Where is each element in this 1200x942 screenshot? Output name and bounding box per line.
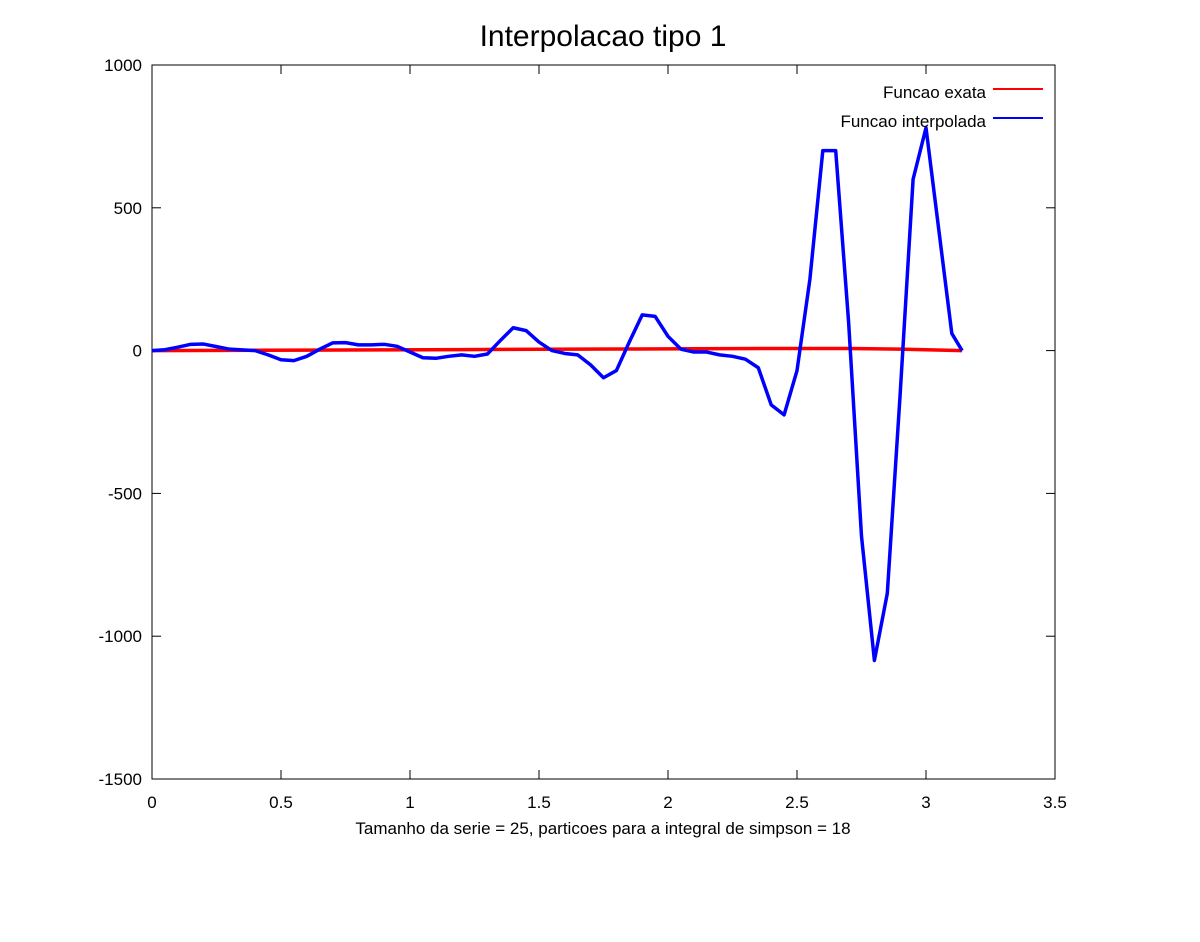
legend-label-interpolada: Funcao interpolada: [840, 112, 986, 131]
y-tick-label: 1000: [104, 56, 142, 75]
x-axis: 0 0.5 1 1.5 2 2.5 3 3.5: [147, 65, 1067, 812]
y-tick-label: 500: [114, 199, 142, 218]
x-tick-label: 3: [921, 793, 930, 812]
y-axis: 1000 500 0 -500 -1000 -1500: [99, 56, 1055, 789]
legend-label-exata: Funcao exata: [883, 83, 987, 102]
y-tick-label: 0: [133, 342, 142, 361]
x-tick-label: 1: [405, 793, 414, 812]
y-tick-label: -500: [108, 484, 142, 503]
x-tick-label: 0.5: [269, 793, 293, 812]
chart-title: Interpolacao tipo 1: [480, 20, 727, 53]
x-tick-label: 0: [147, 793, 156, 812]
x-axis-label: Tamanho da serie = 25, particoes para a …: [355, 819, 850, 838]
x-tick-label: 2: [663, 793, 672, 812]
series-layer: [151, 126, 964, 663]
x-tick-label: 2.5: [785, 793, 809, 812]
series-line-funcao-interpolada: [151, 126, 964, 663]
y-tick-label: -1000: [99, 627, 142, 646]
x-tick-label: 1.5: [527, 793, 551, 812]
x-tick-label: 3.5: [1043, 793, 1067, 812]
y-tick-label: -1500: [99, 770, 142, 789]
legend: Funcao exata Funcao interpolada: [840, 83, 1043, 131]
series-line-funcao-exata: [151, 346, 963, 353]
plot-frame: [151, 64, 1056, 780]
